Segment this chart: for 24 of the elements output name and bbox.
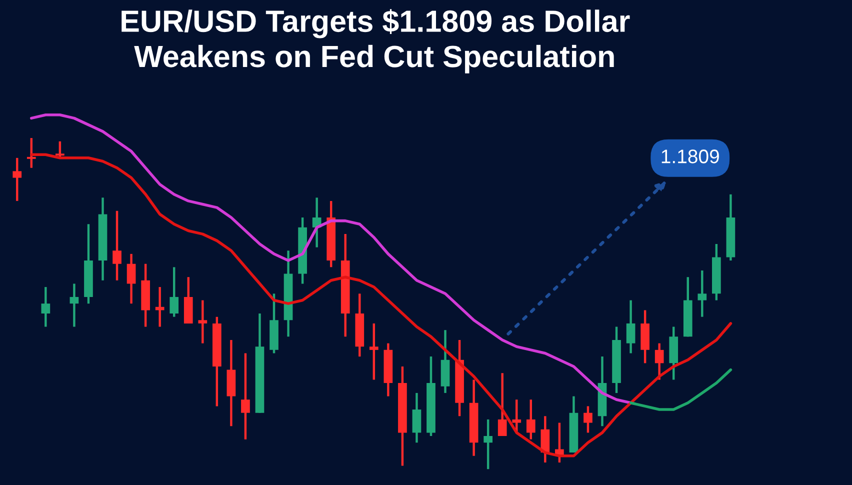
candlestick [526,398,536,440]
candlestick [26,136,36,169]
candlestick [484,418,493,470]
candlestick [654,342,664,381]
candlestick [12,156,22,202]
candlestick [626,299,636,354]
candlestick [170,266,179,318]
candlestick [112,210,122,282]
candlestick [412,392,422,444]
candlestick [155,286,164,328]
candlestick [698,269,707,318]
chart-title: EUR/USD Targets $1.1809 as Dollar Weakens on Fed Cut Speculation [122,9,630,74]
candlestick [126,252,136,305]
candlestick [41,286,50,328]
candlestick [56,140,64,160]
candlestick [369,322,378,381]
candlestick [584,405,592,434]
candlestick [540,415,550,464]
candlestick [70,282,79,328]
candlestick [498,372,507,438]
candlestick [241,352,250,440]
annotation: 1.1809 [662,150,719,164]
candlestick [512,398,522,434]
candlestick [198,299,208,344]
